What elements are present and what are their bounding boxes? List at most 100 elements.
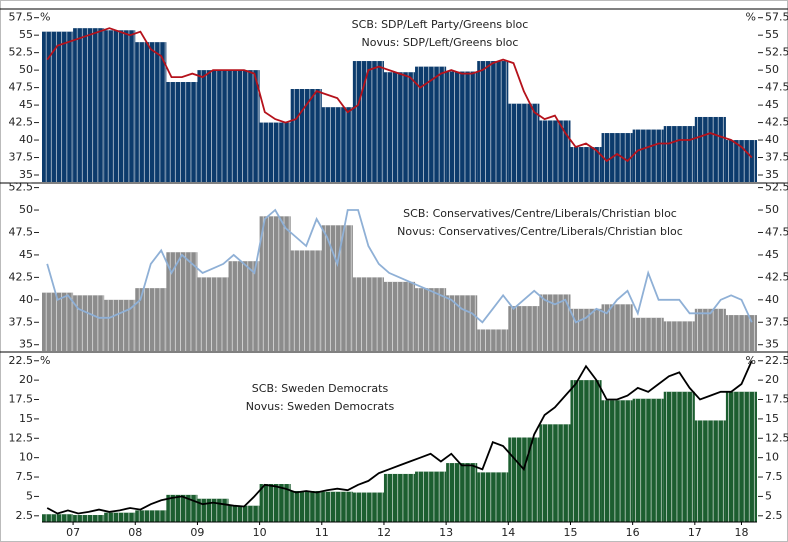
y-tick-label: 50 xyxy=(19,63,33,76)
y-tick-label: 7.5 xyxy=(16,470,34,483)
y2-tick-label: 37.5 xyxy=(765,315,788,328)
bar-stripes xyxy=(415,471,447,522)
bar-stripes xyxy=(290,89,322,182)
bar-stripes xyxy=(228,70,260,182)
x-tick-label: 16 xyxy=(626,526,640,539)
y-tick-label: 17.5 xyxy=(9,393,34,406)
bar-stripes xyxy=(42,31,74,182)
x-tick-label: 14 xyxy=(501,526,515,539)
bar-stripes xyxy=(694,308,726,351)
y-tick-label: 40 xyxy=(19,293,33,306)
bar-stripes xyxy=(321,491,353,522)
bar-stripes xyxy=(104,30,136,182)
unit-label: % xyxy=(40,11,50,24)
bar-stripes xyxy=(73,28,105,182)
bar-stripes xyxy=(135,288,167,351)
y2-tick-label: 5 xyxy=(765,489,772,502)
bar-stripes xyxy=(632,129,664,182)
bar-stripes xyxy=(228,261,260,351)
y-tick-label: 57.5 xyxy=(9,11,34,24)
x-tick-label: 12 xyxy=(377,526,391,539)
y2-tick-label: 37.5 xyxy=(765,151,788,164)
bar-stripes xyxy=(601,304,633,351)
bar-stripes xyxy=(197,70,229,182)
legend-entry: SCB: SDP/Left Party/Greens bloc xyxy=(352,18,529,31)
x-tick-label: 08 xyxy=(128,526,142,539)
y-tick-label: 35 xyxy=(19,338,33,351)
bar-stripes xyxy=(197,277,229,351)
y2-tick-label: 40 xyxy=(765,133,779,146)
bar-stripes xyxy=(352,277,384,351)
legend-entry: Novus: Conservatives/Centre/Liberals/Chr… xyxy=(397,225,683,238)
bar-stripes xyxy=(42,514,74,522)
bar-stripes xyxy=(508,437,540,522)
y2-tick-label: 35 xyxy=(765,168,779,181)
y2-tick-label: 12.5 xyxy=(765,431,788,444)
y-tick-label: 10 xyxy=(19,451,33,464)
x-tick-label: 15 xyxy=(563,526,577,539)
bar-stripes xyxy=(570,147,602,182)
bar-stripes xyxy=(383,72,416,182)
bar-stripes xyxy=(508,103,540,182)
bar-stripes xyxy=(73,295,105,351)
bar-stripes xyxy=(632,398,664,522)
y-tick-label: 50 xyxy=(19,203,33,216)
x-tick-label: 18 xyxy=(734,526,748,539)
y2-tick-label: 52.5 xyxy=(765,46,788,59)
line xyxy=(46,27,753,163)
y2-tick-label: 22.5 xyxy=(765,354,788,367)
bar-stripes xyxy=(166,82,198,182)
bar-stripes xyxy=(570,308,602,351)
bar-stripes xyxy=(415,66,447,182)
bar-stripes xyxy=(477,329,509,351)
bar-stripes xyxy=(570,380,602,522)
y2-tick-label: 52.5 xyxy=(765,181,788,194)
bar-stripes xyxy=(259,484,291,522)
y-tick-label: 45 xyxy=(19,98,33,111)
y2-tick-label: 45 xyxy=(765,248,779,261)
bar-stripes xyxy=(663,321,695,351)
legend-entry: SCB: Conservatives/Centre/Liberals/Chris… xyxy=(403,207,677,220)
y2-tick-label: 17.5 xyxy=(765,393,788,406)
bar-stripes xyxy=(383,473,416,522)
unit-label: % xyxy=(40,354,50,367)
bar-stripes xyxy=(725,391,757,522)
bar-stripes xyxy=(663,126,695,182)
y-tick-label: 12.5 xyxy=(9,431,34,444)
y2-tick-label: 20 xyxy=(765,373,779,386)
unit-label: % xyxy=(746,11,756,24)
bar-stripes xyxy=(166,252,198,351)
y-tick-label: 42.5 xyxy=(9,270,34,283)
bar-stripes xyxy=(446,463,478,522)
bar-stripes xyxy=(477,472,509,522)
y2-tick-label: 47.5 xyxy=(765,225,788,238)
legend-entry: Novus: SDP/Left/Greens bloc xyxy=(362,36,519,49)
y-tick-label: 22.5 xyxy=(9,354,34,367)
y-tick-label: 15 xyxy=(19,412,33,425)
bar-stripes xyxy=(601,400,633,522)
bar-stripes xyxy=(663,391,695,522)
bar-stripes xyxy=(383,281,416,351)
y-tick-label: 2.5 xyxy=(16,509,34,522)
y2-tick-label: 15 xyxy=(765,412,779,425)
bar-stripes xyxy=(135,510,167,522)
bar-stripes xyxy=(135,42,167,183)
y2-tick-label: 7.5 xyxy=(765,470,783,483)
x-tick-label: 11 xyxy=(315,526,329,539)
y-tick-label: 47.5 xyxy=(9,225,34,238)
y-tick-label: 52.5 xyxy=(9,181,34,194)
bar-stripes xyxy=(601,133,633,182)
bar-stripes xyxy=(228,505,260,522)
bar-stripes xyxy=(259,122,291,182)
bar-stripes xyxy=(477,61,509,182)
y2-tick-label: 45 xyxy=(765,98,779,111)
y2-tick-label: 50 xyxy=(765,63,779,76)
bar-stripes xyxy=(104,512,136,522)
line xyxy=(46,208,753,324)
x-tick-label: 13 xyxy=(439,526,453,539)
y-tick-label: 45 xyxy=(19,248,33,261)
bar-stripes xyxy=(446,295,478,351)
bar-stripes xyxy=(632,317,664,351)
y-tick-label: 52.5 xyxy=(9,46,34,59)
